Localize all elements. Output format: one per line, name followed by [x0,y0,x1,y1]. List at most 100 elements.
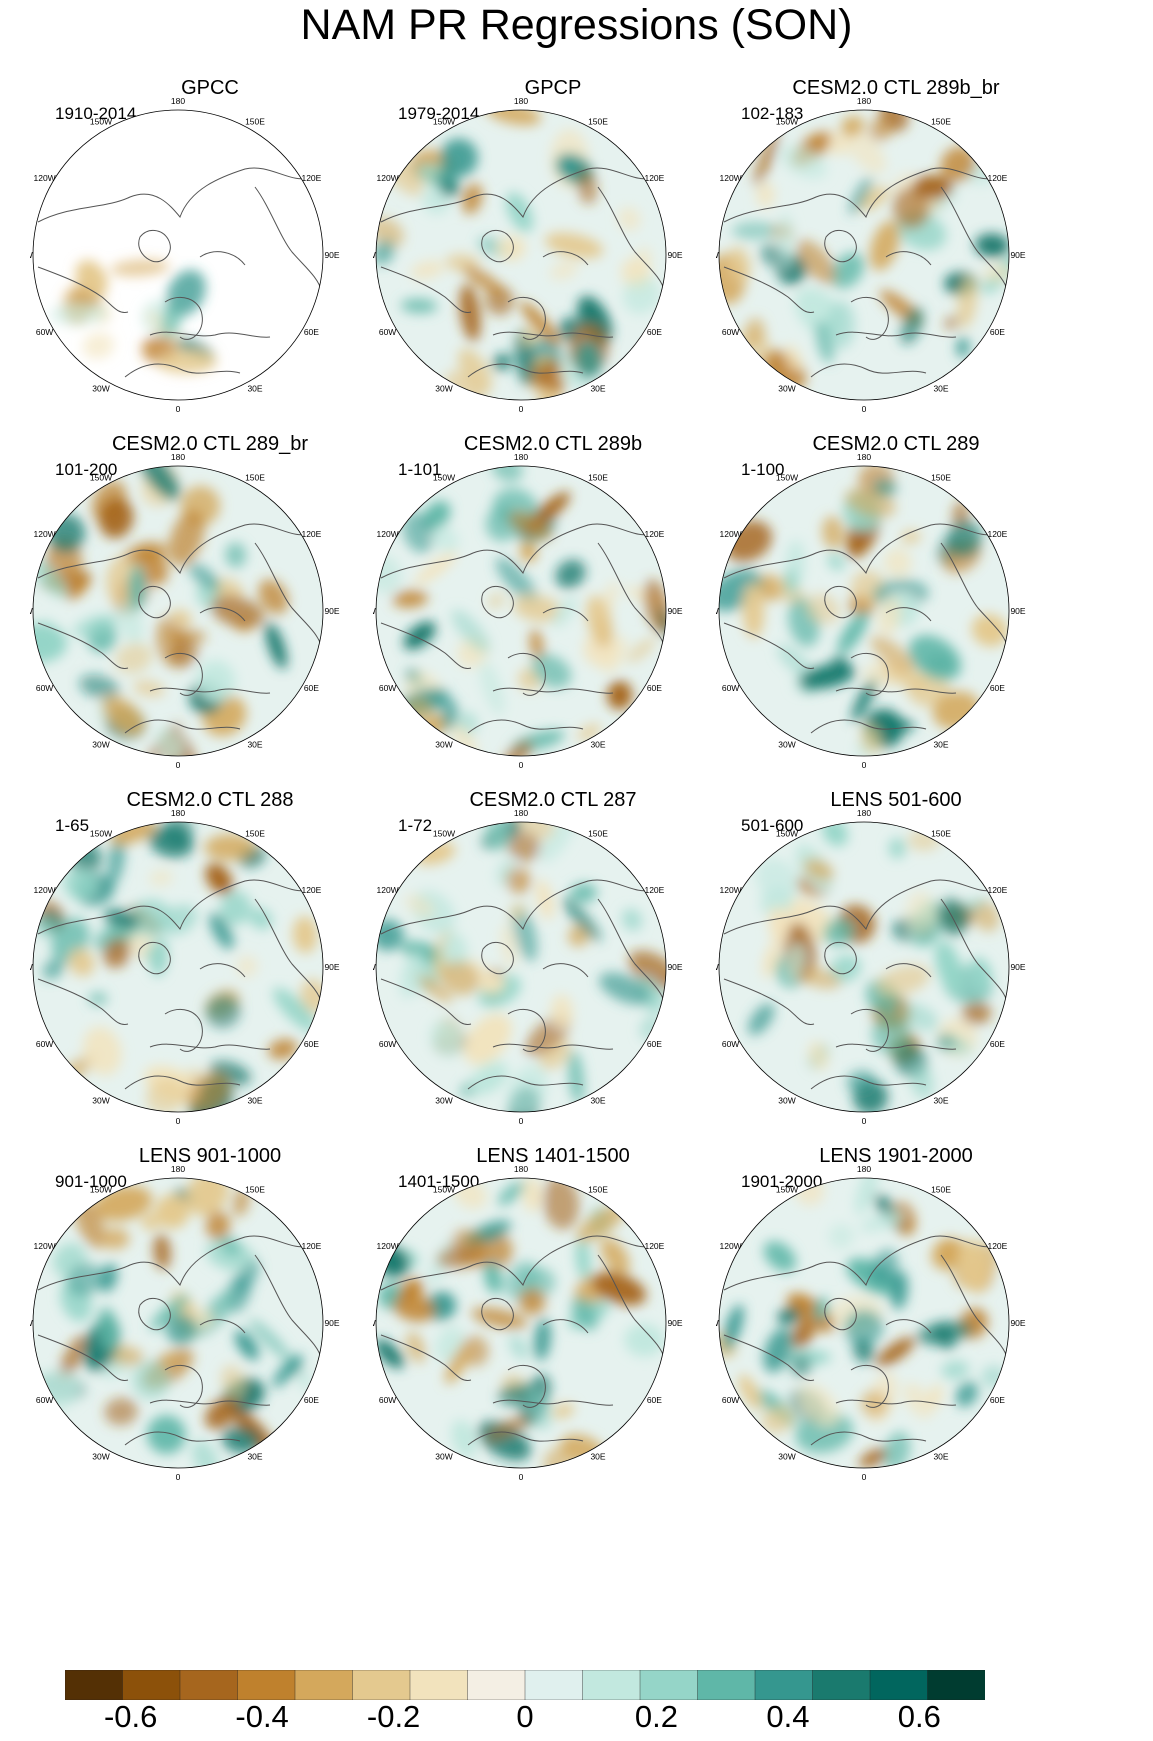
anomaly-patch [220,1365,247,1400]
anomaly-patch [973,901,1000,932]
polar-map: 180 150E 120E 90E 60E 30E 0 30W 60W 90W 120W 150W [30,1164,340,1482]
anomaly-patch [236,955,258,978]
anomaly-patch [79,674,120,700]
anomaly-patch [88,992,108,1006]
longitude-label: 90W [30,962,33,972]
longitude-label: 120W [719,529,741,539]
anomaly-patch [785,943,806,982]
longitude-label: 150E [245,1185,265,1195]
anomaly-patch [376,239,395,266]
longitude-label: 0 [176,404,181,414]
map-boundary [375,1177,667,1469]
coastlines [380,523,666,734]
anomaly-patch [893,1202,916,1236]
panel-title: CESM2.0 CTL 289b [463,433,643,455]
panel-title: CESM2.0 CTL 289_br [111,433,308,455]
longitude-label: 60E [647,1039,662,1049]
longitude-label: 120W [719,1241,741,1251]
longitude-label: 60E [304,1395,319,1405]
longitude-label: 150E [245,117,265,127]
anomaly-patch [957,275,978,329]
anomaly-patch [823,918,855,946]
anomaly-patch [506,831,541,862]
longitude-label: 120E [301,529,321,539]
anomaly-patch [599,972,651,1005]
longitude-label: 150W [90,473,112,483]
anomaly-patch [881,665,929,691]
anomaly-patch [471,1307,528,1329]
coastlines [723,879,1009,1090]
longitude-label: 120E [987,885,1007,895]
longitude-label: 90W [716,250,719,260]
anomaly-patch [441,961,481,996]
anomaly-patch [859,1211,906,1232]
longitude-label: 150W [433,829,455,839]
anomaly-patch [531,654,572,688]
longitude-label: 120W [33,885,55,895]
longitude-label: 60W [36,1395,53,1405]
anomaly-patch [828,1223,854,1249]
longitude-label: 0 [176,1116,181,1126]
anomaly-patch [534,1318,551,1361]
anomaly-patch [103,938,131,968]
precip-field [33,110,323,400]
anomaly-patch [59,1334,87,1379]
coastlines [380,879,666,1090]
anomaly-patch [492,353,512,371]
anomaly-patch [890,1270,909,1310]
longitude-label: 60E [304,1039,319,1049]
longitude-label: 60E [647,327,662,337]
colorbar-swatch [237,1670,296,1700]
anomaly-patch [941,1360,970,1380]
anomaly-patch [592,1271,647,1306]
anomaly-patch [860,724,882,754]
map-boundary [32,821,324,1113]
anomaly-patch [529,367,565,393]
anomaly-patch [827,553,845,571]
anomaly-patch [487,592,505,609]
map-panel: CESM2.0 CTL 288 1-65 180 150E 120E 90E 60E 30E 0… [30,789,390,1174]
polar-map: 180 150E 120E 90E 60E 30E 0 30W 60W 90W 120W 150W [30,808,340,1126]
anomaly-patch [393,1293,436,1322]
longitude-label: 90W [716,962,719,972]
anomaly-patch [141,1213,160,1231]
anomaly-patch [110,259,170,277]
coastlines [37,879,323,1090]
map-boundary [32,109,324,401]
map-panel: LENS 901-1000 901-1000 180 150E 120E 90E 60E 30… [30,1145,390,1530]
anomaly-patch [843,126,887,174]
anomaly-patch [497,235,526,261]
anomaly-patch [153,1233,171,1270]
anomaly-patch [205,994,241,1029]
anomaly-patch [567,926,589,947]
anomaly-patch [868,117,893,142]
longitude-label: 60E [304,327,319,337]
longitude-label: 120W [33,529,55,539]
anomaly-patch [768,907,789,945]
longitude-label: 150W [776,473,798,483]
figure-title: NAM PR Regressions (SON) [300,1,853,49]
anomaly-patch [940,1035,972,1055]
anomaly-patch [115,642,153,674]
anomaly-patch [104,1397,138,1426]
anomaly-patch [618,207,641,231]
panel-years: 101-200 [55,460,118,479]
anomaly-patch [747,1003,775,1036]
anomaly-patch [459,284,481,342]
anomaly-patch [912,175,953,200]
anomaly-patch [160,301,183,338]
anomaly-patch [405,1331,426,1363]
longitude-label: 90E [1010,606,1025,616]
anomaly-patch [506,1065,548,1112]
anomaly-patch [33,623,67,663]
longitude-label: 150W [433,473,455,483]
anomaly-patch [826,300,856,350]
anomaly-patch [800,967,842,989]
panel-years: 1901-2000 [741,1172,823,1191]
anomaly-patch [36,918,55,937]
precip-field [33,1178,323,1468]
coastlines [380,1235,666,1446]
anomaly-patch [150,937,168,977]
anomaly-patch [205,863,233,895]
anomaly-patch [971,613,1008,647]
